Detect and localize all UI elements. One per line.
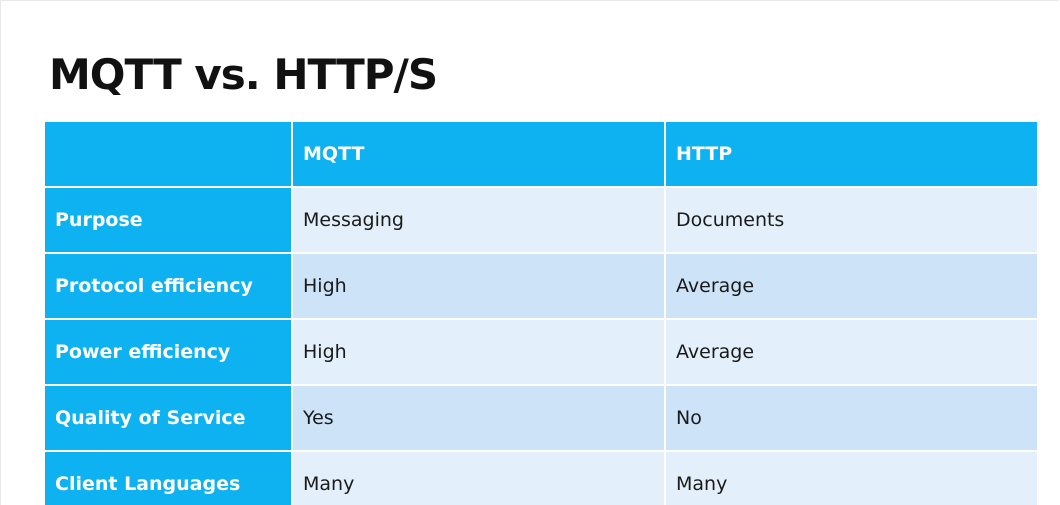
row-label: Protocol efficiency — [43, 252, 293, 320]
table-row: Purpose Messaging Documents — [43, 186, 1039, 254]
mqtt-cell: Many — [291, 450, 666, 505]
row-label: Quality of Service — [43, 384, 293, 452]
row-label: Client Languages — [43, 450, 293, 505]
table-row: Quality of Service Yes No — [43, 384, 1039, 452]
slide-title: MQTT vs. HTTP/S — [49, 50, 438, 99]
row-label: Power efficiency — [43, 318, 293, 386]
mqtt-cell: Yes — [291, 384, 666, 452]
http-cell: Average — [664, 252, 1039, 320]
table-row: Client Languages Many Many — [43, 450, 1039, 505]
http-cell: Average — [664, 318, 1039, 386]
http-cell: Many — [664, 450, 1039, 505]
comparison-table: MQTT HTTP Purpose Messaging Documents Pr… — [43, 120, 1039, 505]
table-row: Protocol efficiency High Average — [43, 252, 1039, 320]
mqtt-cell: High — [291, 318, 666, 386]
header-cell-http: HTTP — [664, 120, 1039, 188]
mqtt-cell: High — [291, 252, 666, 320]
http-cell: Documents — [664, 186, 1039, 254]
row-label: Purpose — [43, 186, 293, 254]
table-header-row: MQTT HTTP — [43, 120, 1039, 188]
header-cell-mqtt: MQTT — [291, 120, 666, 188]
mqtt-cell: Messaging — [291, 186, 666, 254]
table-row: Power efficiency High Average — [43, 318, 1039, 386]
http-cell: No — [664, 384, 1039, 452]
header-cell-corner — [43, 120, 293, 188]
